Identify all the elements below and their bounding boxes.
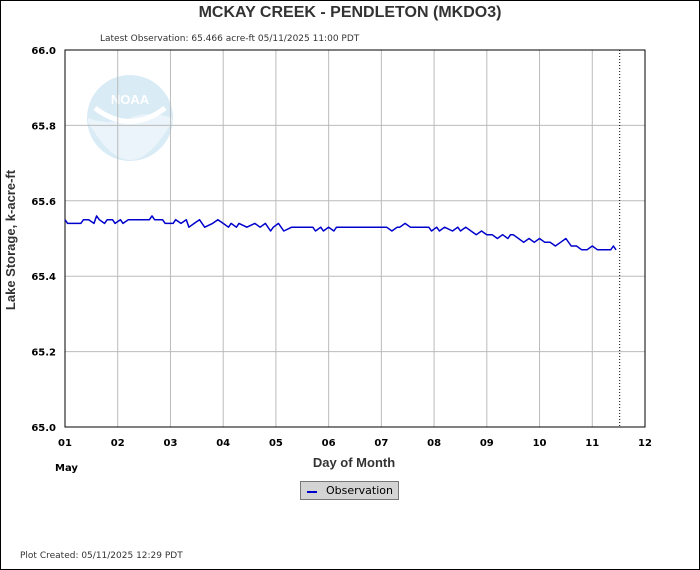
series-line-observation	[64, 215, 617, 251]
legend: Observation	[300, 481, 399, 500]
x-tick-label: 12	[638, 438, 652, 449]
x-tick-label: 08	[427, 438, 441, 449]
x-tick-label: 01	[58, 438, 72, 449]
legend-label-observation: Observation	[326, 484, 393, 497]
x-tick-label: 02	[111, 438, 125, 449]
x-tick-label: 06	[322, 438, 336, 449]
y-tick-label: 65.4	[31, 272, 56, 283]
grid	[65, 50, 645, 427]
x-tick-label: 07	[374, 438, 388, 449]
month-label: May	[55, 463, 78, 474]
x-tick-label: 04	[216, 438, 230, 449]
noaa-logo: NOAA	[87, 75, 173, 161]
chart-title: MCKAY CREEK - PENDLETON (MKDO3)	[198, 4, 502, 21]
logo-text: NOAA	[111, 92, 150, 107]
y-tick-label: 65.8	[31, 121, 56, 132]
y-tick-label: 65.0	[31, 423, 56, 434]
y-axis-title: Lake Storage, k-acre-ft	[3, 169, 18, 310]
x-tick-label: 09	[480, 438, 494, 449]
y-tick-label: 66.0	[31, 46, 56, 57]
latest-observation-text: Latest Observation: 65.466 acre-ft 05/11…	[100, 34, 360, 44]
y-tick-label: 65.2	[31, 348, 56, 359]
x-axis-title: Day of Month	[313, 455, 395, 470]
x-tick-label: 03	[163, 438, 177, 449]
series-layer	[64, 215, 617, 251]
x-tick-label: 10	[533, 438, 547, 449]
tick-labels: 01 02 03 04 05 06 07 08 09 10 11 12 65.0 65.2 65.4 65.6…	[31, 46, 652, 449]
plot-created-text: Plot Created: 05/11/2025 12:29 PDT	[20, 551, 183, 561]
plot-area	[64, 49, 646, 428]
y-tick-label: 65.6	[31, 197, 56, 208]
x-tick-label: 11	[585, 438, 599, 449]
x-tick-label: 05	[269, 438, 283, 449]
legend-swatch-observation	[307, 491, 317, 493]
